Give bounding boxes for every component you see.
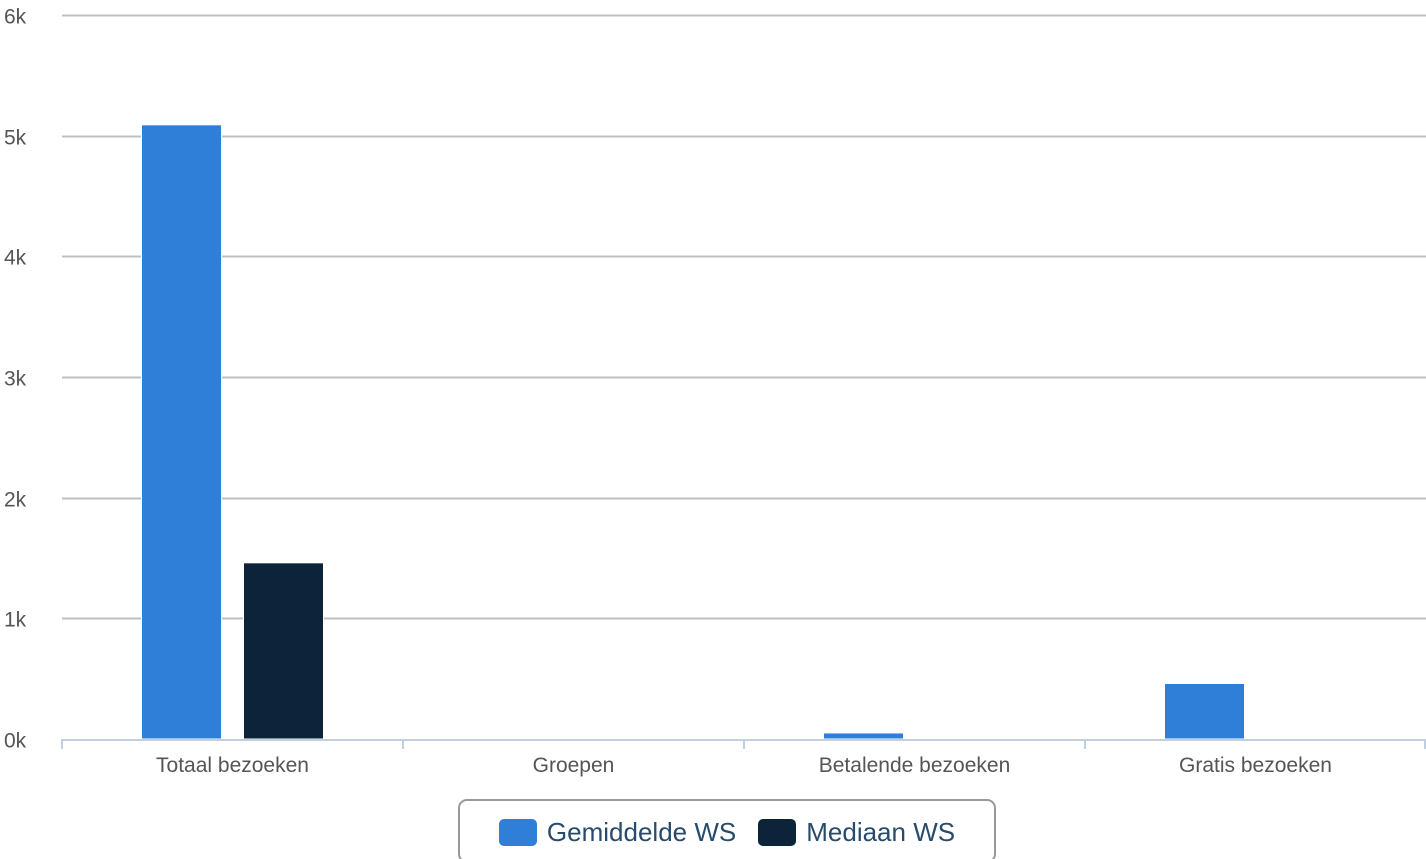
y-tick-label: 6k bbox=[4, 6, 27, 29]
y-tick-label: 4k bbox=[4, 247, 27, 270]
legend-label: Gemiddelde WS bbox=[546, 817, 737, 847]
bar-gemiddelde-ws bbox=[141, 124, 222, 740]
legend-label: Mediaan WS bbox=[806, 817, 956, 847]
y-tick-label: 1k bbox=[4, 609, 27, 632]
bar-gemiddelde-ws bbox=[823, 732, 904, 740]
gridlines bbox=[62, 14, 1426, 620]
legend: Gemiddelde WS Mediaan WS bbox=[458, 799, 996, 859]
x-tick-label: Groepen bbox=[533, 754, 615, 777]
legend-swatch-mediaan-ws bbox=[758, 818, 797, 846]
y-tick-label: 5k bbox=[4, 127, 27, 150]
x-tick-label: Totaal bezoeken bbox=[156, 754, 309, 777]
bars bbox=[141, 124, 1245, 740]
x-tick-label: Betalende bezoeken bbox=[819, 754, 1011, 777]
x-axis: Totaal bezoeken Groepen Betalende bezoeken… bbox=[61, 739, 1426, 777]
y-axis-labels: 0k 1k 2k 3k 4k 5k 6k bbox=[4, 6, 27, 753]
y-tick-label: 3k bbox=[4, 368, 27, 391]
y-tick-label: 2k bbox=[4, 489, 27, 512]
legend-swatch-gemiddelde-ws bbox=[498, 818, 537, 846]
legend-item-gemiddelde-ws[interactable]: Gemiddelde WS bbox=[498, 817, 737, 847]
bar-gemiddelde-ws bbox=[1164, 682, 1245, 740]
y-tick-label: 0k bbox=[4, 730, 27, 753]
legend-item-mediaan-ws[interactable]: Mediaan WS bbox=[758, 817, 955, 847]
x-tick-label: Gratis bezoeken bbox=[1179, 754, 1332, 777]
bar-mediaan-ws bbox=[243, 562, 324, 740]
